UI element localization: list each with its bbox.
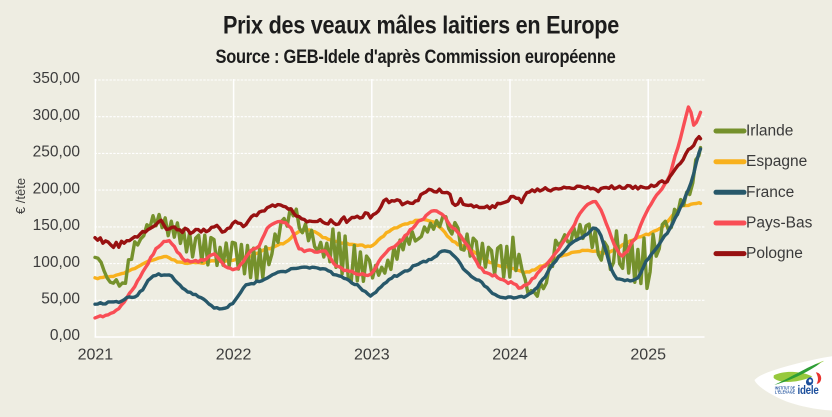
svg-text:INSTITUT DE: INSTITUT DE xyxy=(775,385,795,390)
svg-text:France: France xyxy=(746,184,794,201)
svg-text:250,00: 250,00 xyxy=(33,144,81,161)
svg-text:350,00: 350,00 xyxy=(33,70,81,87)
svg-text:150,00: 150,00 xyxy=(33,217,81,234)
svg-text:Source : GEB-Idele d'après Com: Source : GEB-Idele d'après Commission eu… xyxy=(216,47,616,68)
svg-text:Pays-Bas: Pays-Bas xyxy=(746,215,813,232)
svg-text:€ /tête: € /tête xyxy=(13,178,28,214)
svg-text:L'ELEVAGE: L'ELEVAGE xyxy=(775,389,795,394)
svg-text:Irlande: Irlande xyxy=(746,123,793,140)
svg-text:50,00: 50,00 xyxy=(41,291,80,308)
svg-text:2023: 2023 xyxy=(354,347,390,364)
svg-text:Espagne: Espagne xyxy=(746,153,807,170)
svg-text:2022: 2022 xyxy=(216,347,252,364)
svg-text:100,00: 100,00 xyxy=(33,254,81,271)
svg-text:300,00: 300,00 xyxy=(33,107,81,124)
svg-text:200,00: 200,00 xyxy=(33,180,81,197)
svg-text:0,00: 0,00 xyxy=(50,327,81,344)
svg-text:Pologne: Pologne xyxy=(746,245,803,262)
svg-text:2024: 2024 xyxy=(492,347,528,364)
svg-text:2025: 2025 xyxy=(630,347,666,364)
svg-text:2021: 2021 xyxy=(78,347,114,364)
svg-text:Prix des veaux mâles laitiers: Prix des veaux mâles laitiers en Europe xyxy=(223,12,619,40)
svg-text:idele: idele xyxy=(798,383,819,397)
